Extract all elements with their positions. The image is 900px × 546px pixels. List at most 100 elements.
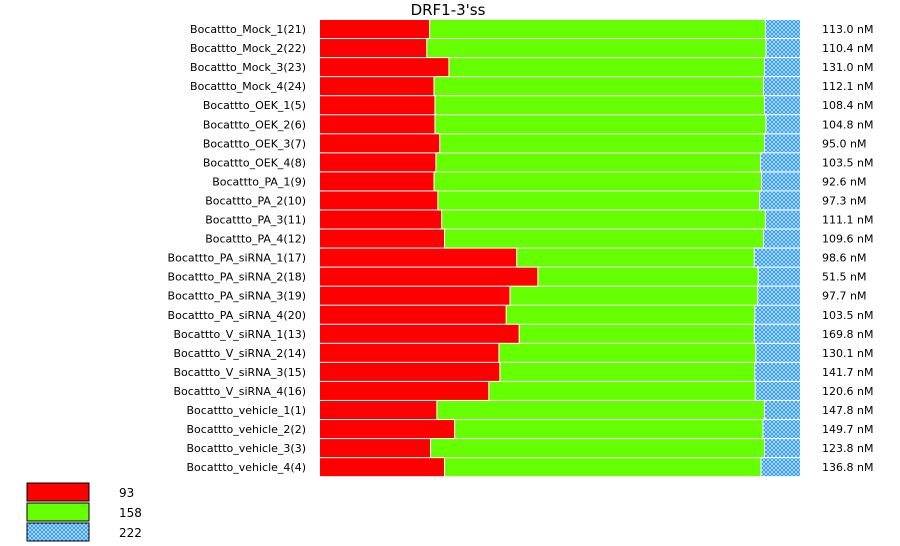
legend-swatch [26, 482, 90, 502]
row-label: Bocattto_Mock_1(21) [190, 23, 306, 36]
row-label: Bocattto_Mock_4(24) [190, 80, 306, 93]
concentration-label: 113.0 nM [822, 23, 873, 36]
concentration-label: 97.3 nM [822, 194, 866, 207]
bar-segment-158 [499, 343, 756, 362]
concentration-label: 103.5 nM [822, 309, 873, 322]
legend-label: 222 [119, 526, 142, 540]
bar-row: Bocattto_PA_siRNA_4(20) 103.5 nM [168, 305, 873, 324]
row-label: Bocattto_PA_2(10) [205, 194, 306, 207]
row-label: Bocattto_PA_4(12) [205, 233, 306, 246]
bar-segment-158 [427, 39, 766, 58]
bar-segment-93 [320, 439, 431, 458]
bar-segment-158 [437, 401, 764, 419]
bar-segment-158 [489, 381, 755, 400]
bar-segment-222 [758, 267, 800, 286]
row-label: Bocattto_vehicle_4(4) [187, 461, 307, 474]
bar-segment-158 [431, 439, 764, 458]
concentration-label: 123.8 nM [822, 442, 873, 455]
concentration-label: 97.7 nM [822, 290, 866, 303]
concentration-label: 149.7 nM [822, 423, 873, 436]
bar-row: Bocattto_V_siRNA_1(13) 169.8 nM [173, 324, 873, 343]
row-label: Bocattto_OEK_1(5) [203, 99, 306, 112]
bar-segment-93 [320, 362, 500, 381]
bar-segment-222 [764, 134, 800, 153]
bar-segment-93 [320, 210, 442, 229]
bar-segment-158 [500, 362, 755, 381]
bar-segment-93 [320, 381, 489, 400]
bar-row: Bocattto_OEK_4(8) 103.5 nM [203, 153, 873, 172]
bar-segment-222 [760, 191, 800, 210]
bar-row: Bocattto_PA_2(10) 97.3 nM [205, 191, 866, 210]
bar-segment-93 [320, 267, 538, 286]
bar-segment-222 [755, 381, 800, 400]
bar-segment-222 [764, 439, 800, 458]
concentration-label: 109.6 nM [822, 233, 873, 246]
concentration-label: 51.5 nM [822, 271, 866, 284]
row-label: Bocattto_PA_1(9) [212, 175, 306, 188]
bar-segment-158 [442, 210, 765, 229]
bar-row: Bocattto_PA_siRNA_1(17) 98.6 nM [168, 248, 866, 267]
bar-segment-158 [434, 77, 763, 96]
bar-segment-158 [519, 324, 754, 343]
row-label: Bocattto_Mock_3(23) [190, 61, 306, 74]
row-label: Bocattto_OEK_4(8) [203, 156, 306, 169]
bar-segment-93 [320, 343, 499, 362]
concentration-label: 111.1 nM [822, 214, 873, 227]
bar-row: Bocattto_Mock_1(21) 113.0 nM [190, 20, 873, 38]
bar-segment-222 [766, 115, 800, 134]
bar-segment-222 [764, 96, 800, 115]
bar-segment-222 [762, 172, 800, 191]
bar-row: Bocattto_vehicle_2(2) 149.7 nM [187, 420, 873, 439]
row-label: Bocattto_OEK_3(7) [203, 137, 306, 150]
bar-row: Bocattto_PA_1(9) 92.6 nM [212, 172, 866, 191]
bar-segment-158 [455, 420, 763, 439]
bar-segment-158 [440, 134, 764, 153]
bar-row: Bocattto_vehicle_4(4) 136.8 nM [187, 458, 873, 477]
concentration-label: 131.0 nM [822, 61, 873, 74]
concentration-label: 169.8 nM [822, 328, 873, 341]
row-label: Bocattto_vehicle_1(1) [187, 404, 307, 417]
row-label: Bocattto_PA_siRNA_4(20) [168, 309, 306, 322]
bar-segment-158 [445, 458, 761, 477]
bar-segment-222 [756, 343, 800, 362]
bar-segment-222 [755, 305, 801, 324]
bar-row: Bocattto_Mock_4(24) 112.1 nM [190, 77, 873, 96]
legend: 93 158 222 [26, 482, 142, 542]
bar-segment-93 [320, 248, 517, 267]
bar-segment-222 [761, 153, 800, 172]
legend-swatch [26, 502, 90, 522]
bar-segment-158 [506, 305, 755, 324]
bar-segment-158 [434, 172, 762, 191]
bar-row: Bocattto_PA_siRNA_2(18) 51.5 nM [168, 267, 866, 286]
bar-segment-93 [320, 401, 437, 419]
bar-segment-158 [510, 286, 758, 305]
concentration-label: 110.4 nM [822, 42, 873, 55]
row-label: Bocattto_OEK_2(6) [203, 118, 306, 131]
row-label: Bocattto_V_siRNA_2(14) [173, 347, 306, 360]
concentration-label: 98.6 nM [822, 252, 866, 265]
bar-segment-158 [538, 267, 758, 286]
bar-segment-222 [765, 20, 800, 38]
concentration-label: 120.6 nM [822, 385, 873, 398]
bar-segment-93 [320, 39, 427, 58]
concentration-label: 136.8 nM [822, 461, 873, 474]
bar-segment-93 [320, 305, 506, 324]
legend-swatch [26, 522, 90, 542]
bar-segment-222 [763, 420, 800, 439]
bar-segment-222 [766, 39, 800, 58]
bar-segment-222 [764, 401, 800, 419]
bar-segment-93 [320, 134, 440, 153]
row-label: Bocattto_vehicle_3(3) [187, 442, 307, 455]
concentration-label: 103.5 nM [822, 156, 873, 169]
bar-row: Bocattto_OEK_1(5) 108.4 nM [203, 96, 873, 115]
bar-segment-158 [445, 229, 763, 248]
bar-segment-93 [320, 77, 434, 96]
row-label: Bocattto_V_siRNA_1(13) [173, 328, 306, 341]
bar-segment-93 [320, 153, 436, 172]
row-label: Bocattto_PA_siRNA_1(17) [168, 252, 306, 265]
bar-row: Bocattto_PA_3(11) 111.1 nM [205, 210, 873, 229]
bar-segment-222 [754, 248, 800, 267]
legend-item: 158 [26, 502, 142, 522]
bar-segment-222 [755, 362, 801, 381]
bar-segment-93 [320, 115, 435, 134]
